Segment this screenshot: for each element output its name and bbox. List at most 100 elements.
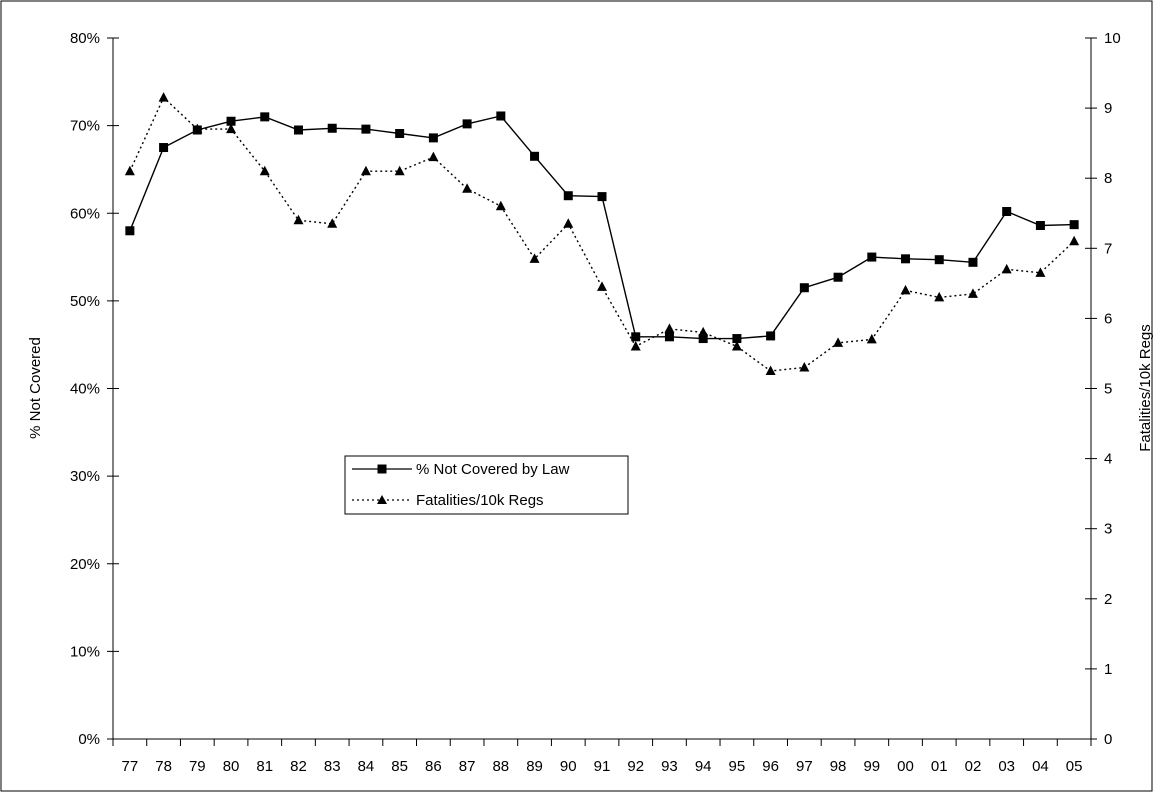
- data-point-square: [968, 257, 978, 267]
- data-point-square: [766, 331, 776, 341]
- y-right-tick-label: 8: [1104, 170, 1112, 187]
- data-point-square: [226, 116, 236, 126]
- data-point-triangle: [394, 165, 405, 176]
- data-point-triangle: [967, 288, 978, 298]
- x-tick-label: 78: [155, 758, 172, 775]
- legend-label-series-2: Fatalities/10k Regs: [416, 492, 544, 509]
- data-point-triangle: [158, 92, 169, 102]
- data-point-triangle: [1001, 263, 1012, 274]
- data-point-triangle: [360, 165, 371, 176]
- data-point-square: [901, 254, 911, 264]
- data-point-square: [293, 125, 303, 135]
- data-point-square: [631, 332, 641, 342]
- data-point-triangle: [866, 333, 877, 344]
- data-point-square: [867, 252, 877, 262]
- y-left-tick-label: 20%: [70, 556, 100, 573]
- series-group: [124, 92, 1080, 375]
- data-point-triangle: [1069, 235, 1080, 246]
- data-point-square: [698, 334, 708, 344]
- data-point-square: [1002, 206, 1012, 216]
- y-right-tick-label: 1: [1104, 661, 1112, 678]
- x-tick-label: 82: [290, 758, 307, 775]
- data-point-triangle: [462, 183, 473, 193]
- x-tick-label: 80: [223, 758, 240, 775]
- data-point-square: [496, 111, 506, 121]
- data-point-square: [530, 151, 540, 161]
- x-tick-label: 79: [189, 758, 206, 775]
- data-point-triangle: [529, 253, 540, 263]
- data-point-square: [664, 332, 674, 342]
- data-point-square: [1069, 220, 1079, 230]
- series-line-2: [129, 96, 1075, 372]
- data-point-square: [934, 255, 944, 265]
- data-point-triangle: [226, 123, 237, 134]
- y-right-tick-label: 6: [1104, 310, 1112, 327]
- data-point-triangle: [495, 200, 506, 211]
- data-point-triangle: [428, 151, 439, 162]
- x-tick-label: 91: [594, 758, 611, 775]
- x-tick-label: 86: [425, 758, 442, 775]
- x-tick-label: 77: [122, 758, 139, 775]
- x-tick-label: 97: [796, 758, 813, 775]
- data-point-square: [361, 124, 371, 134]
- x-tick-label: 98: [830, 758, 847, 775]
- y-left-tick-label: 50%: [70, 293, 100, 310]
- data-point-triangle: [630, 340, 641, 351]
- x-tick-label: 89: [526, 758, 543, 775]
- x-tick-label: 01: [931, 758, 948, 775]
- x-tick-label: 81: [256, 758, 273, 775]
- data-point-square: [732, 334, 742, 344]
- x-tick-label: 03: [998, 758, 1015, 775]
- data-point-square: [428, 133, 438, 143]
- legend-marker-triangle: [377, 495, 387, 504]
- y-left-tick-label: 80%: [70, 30, 100, 47]
- data-point-triangle: [799, 361, 810, 372]
- y-right-tick-label: 4: [1104, 451, 1112, 468]
- data-point-triangle: [731, 340, 742, 351]
- legend-item-series-1: % Not Covered by Law: [352, 461, 570, 478]
- x-tick-label: 05: [1066, 758, 1083, 775]
- data-point-square: [125, 226, 135, 236]
- data-point-square: [462, 119, 472, 129]
- data-point-triangle: [192, 123, 203, 134]
- y-left-tick-label: 60%: [70, 205, 100, 222]
- data-point-triangle: [698, 326, 709, 337]
- x-tick-label: 02: [965, 758, 982, 775]
- data-point-square: [563, 191, 573, 201]
- x-tick-label: 95: [729, 758, 746, 775]
- data-point-triangle: [259, 165, 270, 176]
- data-point-triangle: [664, 323, 675, 333]
- data-point-square: [597, 192, 607, 202]
- y-right-tick-label: 3: [1104, 521, 1112, 538]
- data-point-triangle: [563, 218, 574, 228]
- x-tick-label: 88: [492, 758, 509, 775]
- x-tick-label: 96: [762, 758, 779, 775]
- x-tick-label: 83: [324, 758, 341, 775]
- data-point-square: [327, 123, 337, 133]
- x-tick-label: 04: [1032, 758, 1049, 775]
- legend-label-series-1: % Not Covered by Law: [416, 461, 570, 478]
- y-left-tick-label: 70%: [70, 118, 100, 135]
- x-tick-label: 85: [391, 758, 408, 775]
- x-tick-label: 94: [695, 758, 712, 775]
- x-tick-label: 00: [897, 758, 914, 775]
- axes-group: 0%10%20%30%40%50%60%70%80%01234567891077…: [70, 30, 1121, 775]
- y-left-tick-label: 30%: [70, 468, 100, 485]
- data-point-triangle: [124, 165, 135, 176]
- data-point-triangle: [293, 214, 304, 225]
- y-left-tick-label: 40%: [70, 381, 100, 398]
- y-left-tick-label: 10%: [70, 643, 100, 660]
- data-point-triangle: [833, 337, 844, 347]
- data-point-square: [260, 112, 270, 122]
- data-point-triangle: [934, 291, 945, 302]
- data-point-square: [833, 272, 843, 282]
- legend-item-series-2: Fatalities/10k Regs: [352, 492, 544, 509]
- x-tick-label: 87: [459, 758, 476, 775]
- data-point-triangle: [900, 284, 911, 295]
- legend-marker-square: [377, 464, 387, 474]
- data-point-square: [395, 129, 405, 139]
- data-point-square: [159, 143, 169, 153]
- legend: % Not Covered by Law Fatalities/10k Regs: [344, 455, 629, 515]
